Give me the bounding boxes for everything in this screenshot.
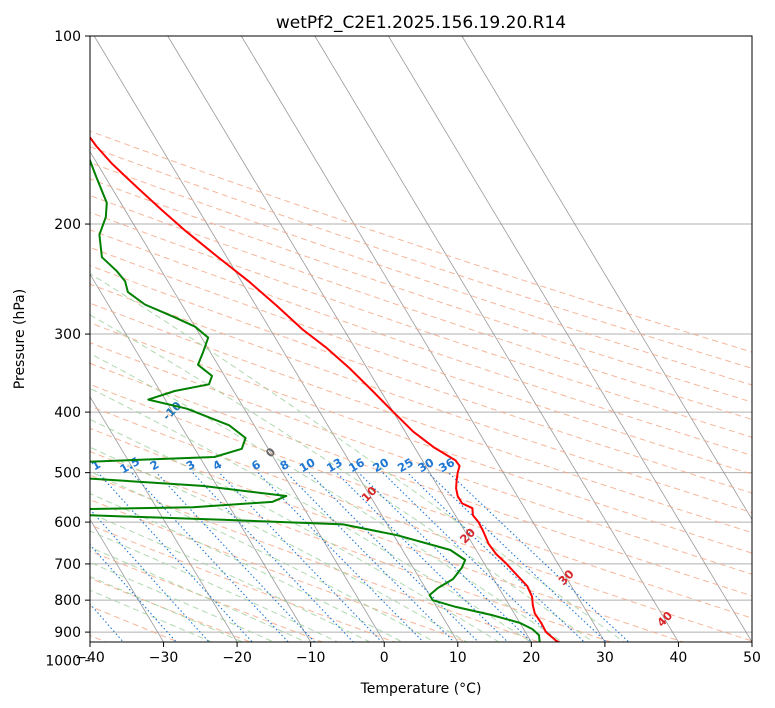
y-tick-label: 800 xyxy=(54,593,81,609)
sounding-profiles xyxy=(90,135,562,642)
dry-adiabat-line xyxy=(90,405,752,642)
dry-adiabats xyxy=(90,130,752,642)
y-tick-label: 400 xyxy=(54,405,81,421)
isotherm-line xyxy=(90,518,165,642)
chart-title: wetPf2_C2E1.2025.156.19.20.R14 xyxy=(276,13,566,33)
mixing-ratio-line xyxy=(90,508,210,642)
x-tick-label: 30 xyxy=(596,650,614,666)
x-tick-label: 10 xyxy=(449,650,467,666)
plot-area: 0.10.20.40.611.52346810131620253036-100-… xyxy=(90,36,752,642)
mixing-ratio-line xyxy=(156,472,316,642)
moist-adiabat-line xyxy=(90,471,436,642)
dry-adiabat-line xyxy=(90,474,541,642)
mixing-ratio-label: 10 xyxy=(297,455,318,475)
y-axis-label: Pressure (hPa) xyxy=(12,289,28,389)
y-tick-label: 200 xyxy=(54,217,81,233)
x-tick-label: 50 xyxy=(743,650,761,666)
x-tick-label: 20 xyxy=(522,650,540,666)
mixing-ratio-line xyxy=(286,472,455,642)
mixing-ratio-line xyxy=(382,472,559,642)
isotherm-line xyxy=(90,150,385,642)
isotherm-line xyxy=(90,273,312,642)
x-axis-ticks: −40 −30 −20 −10 0 10 20 30 40 50 xyxy=(75,642,761,666)
mixing-ratio-label: 36 xyxy=(436,455,457,475)
moist-adiabat-line xyxy=(90,530,339,642)
x-tick-label: 0 xyxy=(380,650,389,666)
isotherm-line xyxy=(314,36,679,642)
x-tick-label: −40 xyxy=(75,650,105,666)
y-tick-label: 500 xyxy=(54,466,81,482)
mixing-ratio-line xyxy=(448,472,630,642)
dry-adiabat-line xyxy=(90,499,469,642)
x-tick-label: −20 xyxy=(222,650,252,666)
mixing-ratio-label: 30 xyxy=(415,455,436,475)
y-axis-ticks: 100 200 300 400 500 600 700 800 900 1000 xyxy=(45,29,90,670)
dry-adiabat-line xyxy=(90,246,752,475)
dry-adiabat-line xyxy=(90,265,752,494)
x-tick-label: −30 xyxy=(149,650,179,666)
moist-adiabat-line xyxy=(90,273,625,642)
mixing-ratio-label: 25 xyxy=(395,455,416,475)
y-tick-label: 900 xyxy=(54,625,81,641)
moist-adiabat-line xyxy=(90,446,468,642)
isotherm-line xyxy=(240,36,606,642)
dry-adiabat-line xyxy=(90,283,752,514)
mixing-ratio-line xyxy=(407,472,586,642)
dry-adiabat-line xyxy=(90,211,752,438)
mixing-ratio-line xyxy=(218,472,383,642)
dry-adiabat-line xyxy=(90,162,752,386)
mixing-ratio-line xyxy=(427,472,608,642)
isotherm-line xyxy=(388,36,752,642)
dry-adiabat-line xyxy=(90,605,180,642)
isotherm-line xyxy=(90,396,238,642)
dry-adiabat-line xyxy=(90,577,252,642)
mixing-ratio-label: 20 xyxy=(370,455,391,475)
sounding-line xyxy=(90,135,562,642)
moist-adiabat-line xyxy=(90,387,532,642)
isotherm-line xyxy=(93,36,459,642)
mixing-ratio-lines xyxy=(90,472,630,642)
x-tick-label: −10 xyxy=(296,650,326,666)
plot-frame xyxy=(89,35,753,643)
y-tick-label: 300 xyxy=(54,327,81,343)
y-tick-label: 1000 xyxy=(45,654,81,670)
dry-adiabat-line xyxy=(90,427,685,642)
y-tick-label: 100 xyxy=(54,29,81,45)
x-axis-label: Temperature (°C) xyxy=(360,681,482,697)
sounding-line xyxy=(90,157,541,642)
y-tick-label: 700 xyxy=(54,557,81,573)
dry-adiabat-line xyxy=(90,383,752,619)
mixing-ratio-label: 16 xyxy=(346,455,367,475)
dry-adiabat-line xyxy=(90,450,613,642)
moist-adiabat-line xyxy=(90,492,404,642)
x-tick-label: 40 xyxy=(670,650,688,666)
mixing-ratio-label: 13 xyxy=(324,455,345,475)
moist-adiabat-line xyxy=(90,418,500,642)
y-tick-label: 600 xyxy=(54,515,81,531)
dry-adiabat-line xyxy=(90,130,752,353)
mixing-ratio-line xyxy=(308,472,480,642)
